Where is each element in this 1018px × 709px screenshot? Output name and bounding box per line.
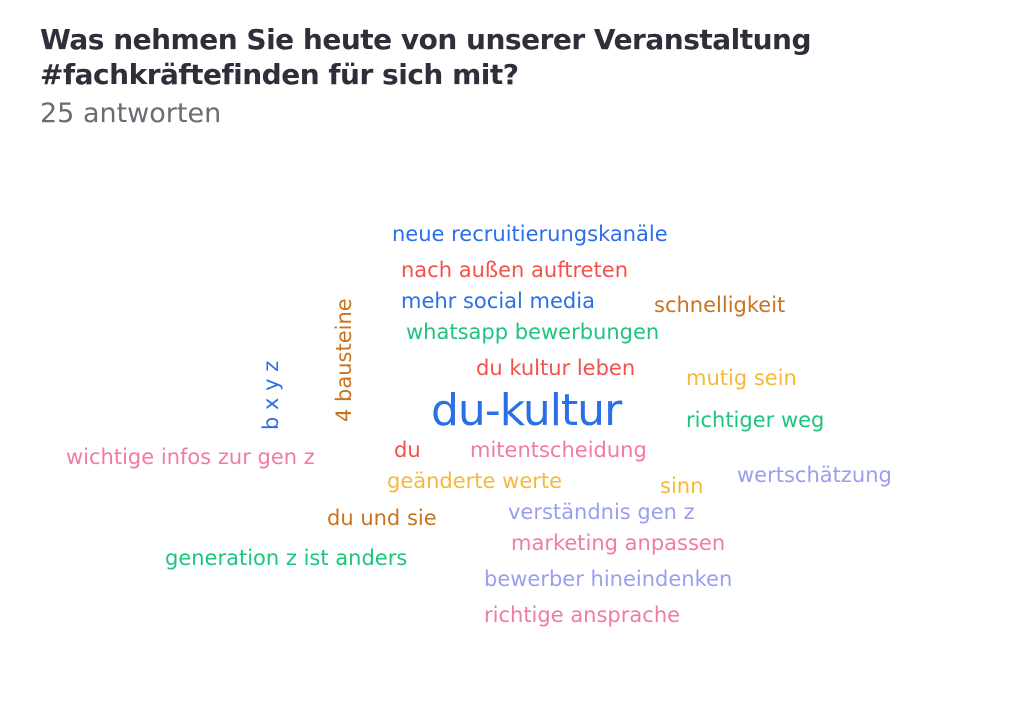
word-nach-aussen-auftreten: nach außen auftreten [401, 258, 629, 282]
word-bewerber-hineindenken: bewerber hineindenken [484, 567, 733, 591]
word-geaenderte-werte: geänderte werte [387, 469, 563, 493]
word-du: du [394, 438, 421, 462]
word-sinn: sinn [660, 474, 704, 498]
word-whatsapp-bewerbungen: whatsapp bewerbungen [406, 320, 660, 344]
word-du-kultur: du-kultur [431, 385, 622, 436]
question-title: Was nehmen Sie heute von unserer Veranst… [40, 23, 812, 91]
word-mehr-social-media: mehr social media [401, 289, 595, 313]
word-generation-z-ist-anders: generation z ist anders [165, 546, 408, 570]
response-count: 25 antworten [40, 98, 222, 129]
word-neue-recruitierungskanaele: neue recruitierungskanäle [392, 222, 668, 246]
word-mutig-sein: mutig sein [686, 366, 797, 390]
word-4-bausteine: 4 bausteine [332, 298, 356, 422]
word-richtiger-weg: richtiger weg [686, 408, 825, 432]
word-schnelligkeit: schnelligkeit [654, 293, 786, 317]
word-richtige-ansprache: richtige ansprache [484, 603, 681, 627]
word-du-kultur-leben: du kultur leben [476, 356, 636, 380]
word-marketing-anpassen: marketing anpassen [511, 531, 726, 555]
word-mitentscheidung: mitentscheidung [470, 438, 647, 462]
word-verstaendnis-gen-z: verständnis gen z [508, 500, 695, 524]
word-wertschaetzung: wertschätzung [737, 463, 892, 487]
word-du-und-sie: du und sie [327, 506, 437, 530]
word-wichtige-infos-zur-gen-z: wichtige infos zur gen z [66, 445, 315, 469]
word-b-x-y-z: b x y z [259, 360, 283, 430]
